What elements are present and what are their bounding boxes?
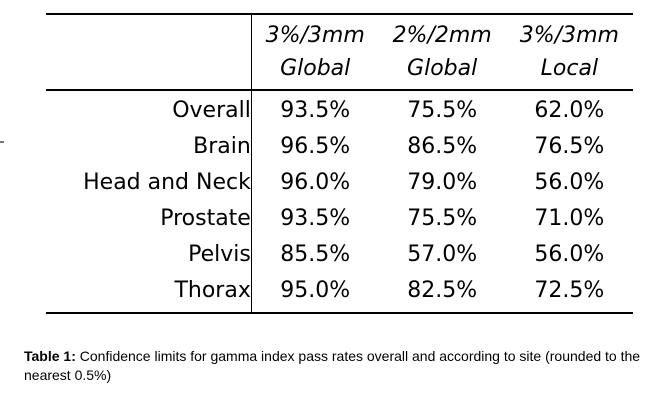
table-cell: 57.0%	[407, 242, 478, 267]
row-label: Overall	[172, 98, 251, 123]
table-row: Brain 96.5% 86.5% 76.5%	[46, 129, 633, 165]
table-cell: 75.5%	[407, 206, 478, 231]
table-cell: 93.5%	[250, 90, 379, 129]
table-cell: 56.0%	[534, 170, 605, 195]
table-row: Overall 93.5% 75.5% 62.0%	[46, 90, 633, 129]
table-cell: 85.5%	[250, 237, 379, 273]
table-cell: 71.0%	[534, 206, 605, 231]
table-cell: 56.0%	[534, 242, 605, 267]
row-label: Pelvis	[188, 242, 251, 267]
table-cell: 82.5%	[407, 278, 478, 303]
header-criteria: 2%/2mm	[392, 23, 492, 48]
table-cell: 95.0%	[250, 273, 379, 313]
table-cell: 86.5%	[407, 134, 478, 159]
row-label: Brain	[193, 134, 251, 159]
results-table-container: 3%/3mm Global 2%/2mm Global 3%/3mm Local…	[46, 13, 633, 314]
table-row: Prostate 93.5% 75.5% 71.0%	[46, 201, 633, 237]
row-label: Head and Neck	[83, 170, 251, 195]
table-cell: 96.0%	[250, 165, 379, 201]
caption-text: Confidence limits for gamma index pass r…	[24, 348, 641, 383]
table-cell: 93.5%	[250, 201, 379, 237]
table-cell: 96.5%	[250, 129, 379, 165]
header-cell: 2%/2mm Global	[379, 14, 506, 90]
row-label: Prostate	[160, 206, 251, 231]
table-cell: 72.5%	[534, 278, 605, 303]
stray-mark	[0, 141, 4, 143]
table-caption: Table 1: Confidence limits for gamma ind…	[24, 347, 644, 385]
header-cell: 3%/3mm Local	[506, 14, 633, 90]
header-criteria: 3%/3mm	[265, 23, 365, 48]
row-label: Thorax	[174, 278, 251, 303]
table-cell: 75.5%	[407, 98, 478, 123]
table-cell: 76.5%	[534, 134, 605, 159]
caption-label: Table 1:	[24, 348, 76, 364]
table-row: Thorax 95.0% 82.5% 72.5%	[46, 273, 633, 313]
header-corner-cell	[46, 14, 251, 90]
table-row: Pelvis 85.5% 57.0% 56.0%	[46, 237, 633, 273]
header-mode: Local	[540, 56, 599, 81]
header-cell: 3%/3mm Global	[250, 14, 379, 90]
results-table: 3%/3mm Global 2%/2mm Global 3%/3mm Local…	[46, 13, 633, 314]
table-row: Head and Neck 96.0% 79.0% 56.0%	[46, 165, 633, 201]
header-mode: Global	[407, 56, 478, 81]
table-header-row: 3%/3mm Global 2%/2mm Global 3%/3mm Local	[46, 14, 633, 90]
table-cell: 62.0%	[534, 98, 605, 123]
header-mode: Global	[280, 56, 351, 81]
header-criteria: 3%/3mm	[519, 23, 619, 48]
table-cell: 79.0%	[407, 170, 478, 195]
